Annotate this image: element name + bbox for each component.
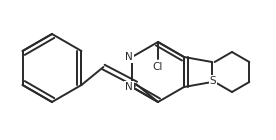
Text: N: N — [125, 82, 133, 92]
Text: S: S — [210, 76, 216, 86]
Text: Cl: Cl — [153, 62, 163, 72]
Text: N: N — [125, 52, 133, 62]
